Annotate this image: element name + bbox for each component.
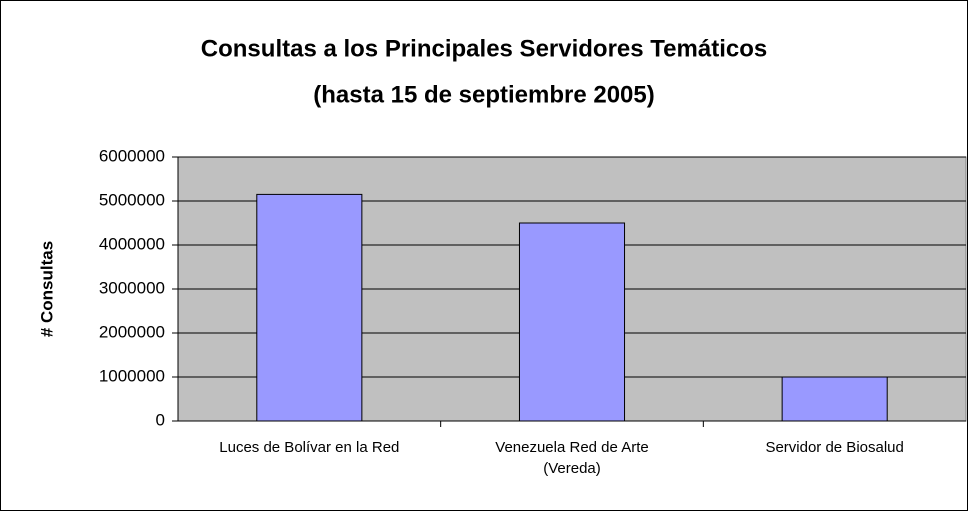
y-tick-label: 4000000 (99, 234, 165, 253)
bar (518, 222, 626, 422)
x-tick-label: Servidor de Biosalud (765, 439, 904, 456)
bar (781, 376, 888, 422)
x-tick-label: Venezuela Red de Arte (Vereda) (495, 439, 649, 477)
y-axis-label: # Consultas (37, 241, 56, 337)
y-tick-label: 1000000 (99, 366, 165, 385)
x-tick-label: Luces de Bolívar en la Red (219, 439, 400, 456)
bar (256, 193, 363, 422)
y-tick-label: 0 (156, 410, 165, 429)
y-tick-label: 2000000 (99, 322, 165, 341)
y-tick-label: 5000000 (99, 190, 165, 209)
chart-title: Consultas a los Principales Servidores T… (201, 35, 767, 62)
y-tick-label: 3000000 (99, 278, 165, 297)
chart-subtitle: (hasta 15 de septiembre 2005) (313, 81, 655, 108)
y-tick-label: 6000000 (99, 146, 165, 165)
